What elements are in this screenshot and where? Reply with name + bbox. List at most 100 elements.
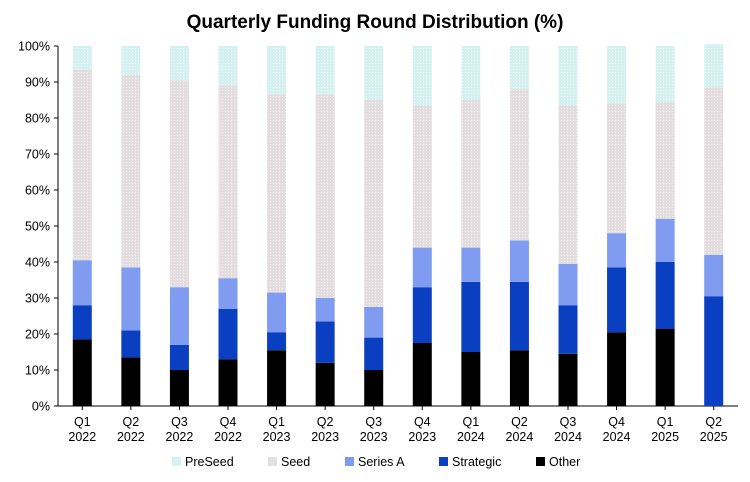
bar-texture: [169, 46, 189, 81]
bar-segment-strategic: [72, 305, 92, 340]
legend-swatch-series-a: [345, 457, 354, 466]
bar-texture: [267, 46, 287, 95]
bar-segment-series-a: [218, 278, 238, 309]
bar-segment-strategic: [704, 296, 724, 406]
bar-segment-series-a: [509, 240, 529, 282]
x-tick-label-year: 2022: [166, 430, 194, 444]
x-tick-label-quarter: Q2: [317, 415, 334, 429]
x-tick-label-year: 2022: [214, 430, 242, 444]
x-tick-label-quarter: Q1: [268, 415, 285, 429]
bar-segment-other: [461, 352, 481, 406]
bar-segment-other: [364, 370, 384, 406]
x-tick-label-quarter: Q3: [365, 415, 382, 429]
bar-texture: [412, 105, 432, 248]
bar-segment-strategic: [412, 287, 432, 343]
x-tick-label-year: 2025: [651, 430, 679, 444]
bar-segment-other: [121, 357, 141, 406]
bar-segment-other: [72, 339, 92, 406]
bar-texture: [655, 46, 675, 102]
bar-texture: [704, 44, 724, 88]
x-tick-label-quarter: Q4: [414, 415, 431, 429]
bar-segment-other: [412, 343, 432, 406]
x-tick-label-year: 2022: [68, 430, 96, 444]
bar-segment-other: [218, 359, 238, 406]
legend-swatch-other: [536, 457, 545, 466]
legend-label-other: Other: [549, 455, 580, 469]
bar-segment-series-a: [412, 247, 432, 288]
legend-label-preseed: PreSeed: [185, 455, 234, 469]
x-tick-label-quarter: Q2: [705, 415, 722, 429]
bar-segment-series-a: [704, 254, 724, 297]
bar-segment-series-a: [267, 292, 287, 333]
bar-texture: [72, 69, 92, 261]
bar-texture: [121, 74, 141, 268]
bar-texture: [364, 46, 384, 100]
x-tick-label-quarter: Q1: [74, 415, 91, 429]
x-tick-label-year: 2022: [117, 430, 145, 444]
y-tick-label: 40%: [25, 256, 50, 270]
bar-segment-series-a: [607, 233, 627, 268]
legend-swatch-strategic: [439, 457, 448, 466]
bar-segment-strategic: [509, 281, 529, 351]
bar-texture: [315, 46, 335, 95]
bar-segment-series-a: [655, 218, 675, 262]
bar-segment-strategic: [267, 332, 287, 351]
bar-segment-series-a: [461, 247, 481, 282]
bar-segment-other: [169, 370, 189, 406]
bar-texture: [607, 46, 627, 104]
x-tick-label-quarter: Q3: [171, 415, 188, 429]
bar-segment-series-a: [72, 260, 92, 306]
bar-texture: [509, 89, 529, 241]
bar-segment-series-a: [169, 287, 189, 345]
x-tick-label-year: 2024: [554, 430, 582, 444]
legend-label-strategic: Strategic: [452, 455, 501, 469]
x-tick-label-year: 2023: [311, 430, 339, 444]
bar-segment-strategic: [558, 305, 578, 354]
y-tick-label: 20%: [25, 328, 50, 342]
bar-segment-other: [509, 350, 529, 406]
bar-texture: [558, 105, 578, 264]
bar-segment-other: [558, 353, 578, 406]
y-tick-label: 70%: [25, 148, 50, 162]
bar-texture: [461, 46, 481, 100]
bar-texture: [218, 46, 238, 86]
bar-segment-strategic: [607, 267, 627, 333]
bar-texture: [364, 100, 384, 307]
x-tick-label-quarter: Q3: [560, 415, 577, 429]
bar-texture: [704, 87, 724, 255]
y-tick-label: 80%: [25, 112, 50, 126]
bar-texture: [267, 94, 287, 293]
bar-segment-strategic: [315, 321, 335, 363]
bar-segment-other: [655, 328, 675, 406]
bar-segment-strategic: [218, 308, 238, 360]
bar-texture: [558, 46, 578, 106]
legend-swatch-texture: [268, 457, 277, 466]
bar-texture: [655, 101, 675, 219]
y-tick-label: 60%: [25, 184, 50, 198]
bar-texture: [509, 46, 529, 90]
bar-segment-series-a: [315, 298, 335, 322]
legend-label-series-a: Series A: [358, 455, 405, 469]
bar-segment-strategic: [121, 330, 141, 358]
legend-swatch-texture: [172, 457, 181, 466]
bar-texture: [121, 46, 141, 75]
bar-segment-strategic: [655, 262, 675, 329]
x-tick-label-quarter: Q1: [657, 415, 674, 429]
bar-segment-series-a: [558, 263, 578, 306]
x-tick-label-quarter: Q4: [608, 415, 625, 429]
x-tick-label-year: 2024: [603, 430, 631, 444]
bar-segment-strategic: [461, 281, 481, 352]
x-tick-label-year: 2024: [457, 430, 485, 444]
chart-title: Quarterly Funding Round Distribution (%): [186, 12, 564, 33]
bar-segment-strategic: [169, 344, 189, 370]
bar-texture: [315, 94, 335, 298]
y-tick-label: 50%: [25, 220, 50, 234]
bar-segment-strategic: [364, 337, 384, 370]
bar-texture: [218, 85, 238, 279]
bar-segment-other: [315, 362, 335, 406]
bar-texture: [607, 103, 627, 234]
x-tick-label-quarter: Q2: [511, 415, 528, 429]
x-tick-label-year: 2025: [700, 430, 728, 444]
x-tick-label-year: 2023: [263, 430, 291, 444]
